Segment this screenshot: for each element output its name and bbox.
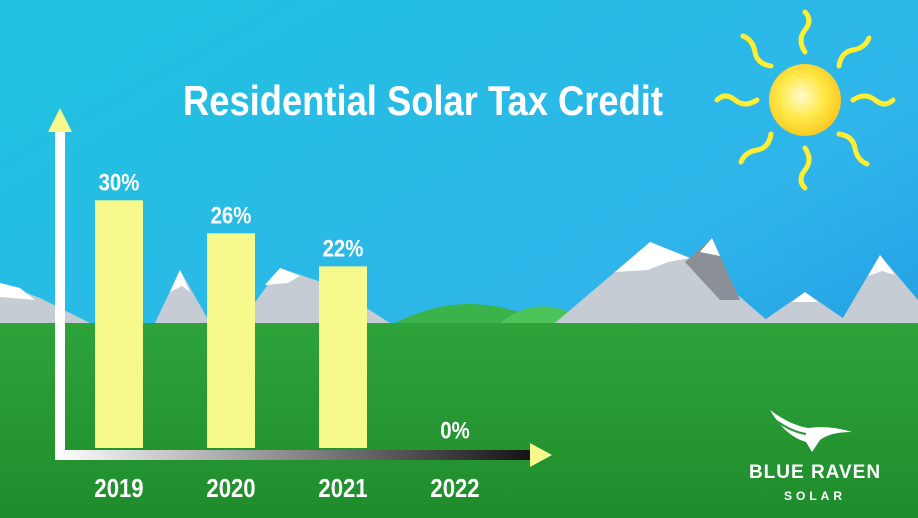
- sun: [714, 9, 896, 191]
- mountains: [0, 238, 918, 323]
- axes: [48, 108, 552, 467]
- x-tick-label: 2020: [206, 474, 255, 503]
- bar: [207, 233, 255, 448]
- chart-title: Residential Solar Tax Credit: [183, 77, 663, 124]
- logo: BLUE RAVEN SOLAR: [749, 410, 881, 503]
- value-label: 30%: [99, 169, 140, 196]
- bar: [319, 266, 367, 448]
- logo-name: BLUE RAVEN: [749, 462, 881, 483]
- x-tick-label: 2019: [94, 474, 143, 503]
- value-label: 0%: [440, 417, 470, 444]
- x-tick-label: 2022: [430, 474, 479, 503]
- value-label: 22%: [323, 235, 364, 262]
- logo-tagline: SOLAR: [784, 489, 846, 503]
- bar: [95, 200, 143, 448]
- value-label: 26%: [211, 202, 252, 229]
- ground: [0, 323, 918, 518]
- x-tick-label: 2021: [318, 474, 367, 503]
